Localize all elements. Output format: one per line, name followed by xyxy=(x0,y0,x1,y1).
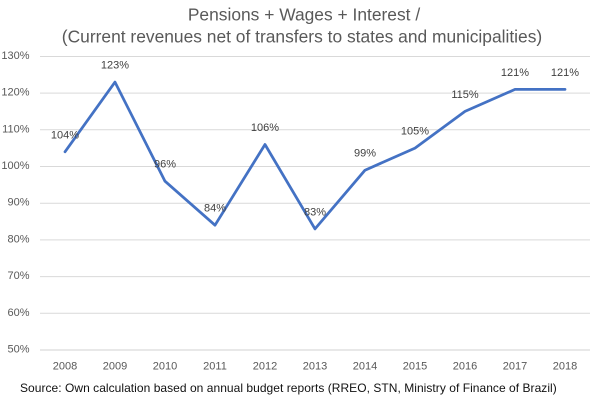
svg-text:2017: 2017 xyxy=(503,361,527,373)
svg-text:Source: Own calculation based: Source: Own calculation based on annual … xyxy=(20,381,557,395)
svg-text:80%: 80% xyxy=(7,233,29,245)
svg-text:106%: 106% xyxy=(251,122,279,134)
svg-text:96%: 96% xyxy=(154,159,176,171)
svg-text:2012: 2012 xyxy=(253,361,277,373)
svg-text:105%: 105% xyxy=(401,126,429,138)
svg-text:Pensions + Wages + Interest /: Pensions + Wages + Interest / xyxy=(188,5,420,25)
svg-text:84%: 84% xyxy=(204,203,226,215)
svg-text:115%: 115% xyxy=(451,89,479,101)
svg-text:2011: 2011 xyxy=(203,361,227,373)
svg-text:2018: 2018 xyxy=(553,361,577,373)
svg-text:90%: 90% xyxy=(7,197,29,209)
svg-text:2010: 2010 xyxy=(153,361,177,373)
svg-text:2009: 2009 xyxy=(103,361,127,373)
svg-text:120%: 120% xyxy=(1,87,29,99)
svg-text:100%: 100% xyxy=(1,160,29,172)
svg-text:70%: 70% xyxy=(7,270,29,282)
svg-text:123%: 123% xyxy=(101,60,129,72)
svg-text:2008: 2008 xyxy=(53,361,77,373)
svg-text:83%: 83% xyxy=(304,206,326,218)
svg-text:121%: 121% xyxy=(501,67,529,79)
svg-text:104%: 104% xyxy=(51,129,79,141)
svg-text:2015: 2015 xyxy=(403,361,427,373)
svg-text:121%: 121% xyxy=(551,67,579,79)
svg-text:2013: 2013 xyxy=(303,361,327,373)
svg-text:60%: 60% xyxy=(7,307,29,319)
svg-text:99%: 99% xyxy=(354,148,376,160)
svg-text:130%: 130% xyxy=(1,50,29,62)
svg-text:(Current revenues net of trans: (Current revenues net of transfers to st… xyxy=(62,27,542,47)
svg-text:2016: 2016 xyxy=(453,361,477,373)
svg-text:2014: 2014 xyxy=(353,361,377,373)
svg-text:50%: 50% xyxy=(7,344,29,356)
svg-text:110%: 110% xyxy=(2,123,30,135)
